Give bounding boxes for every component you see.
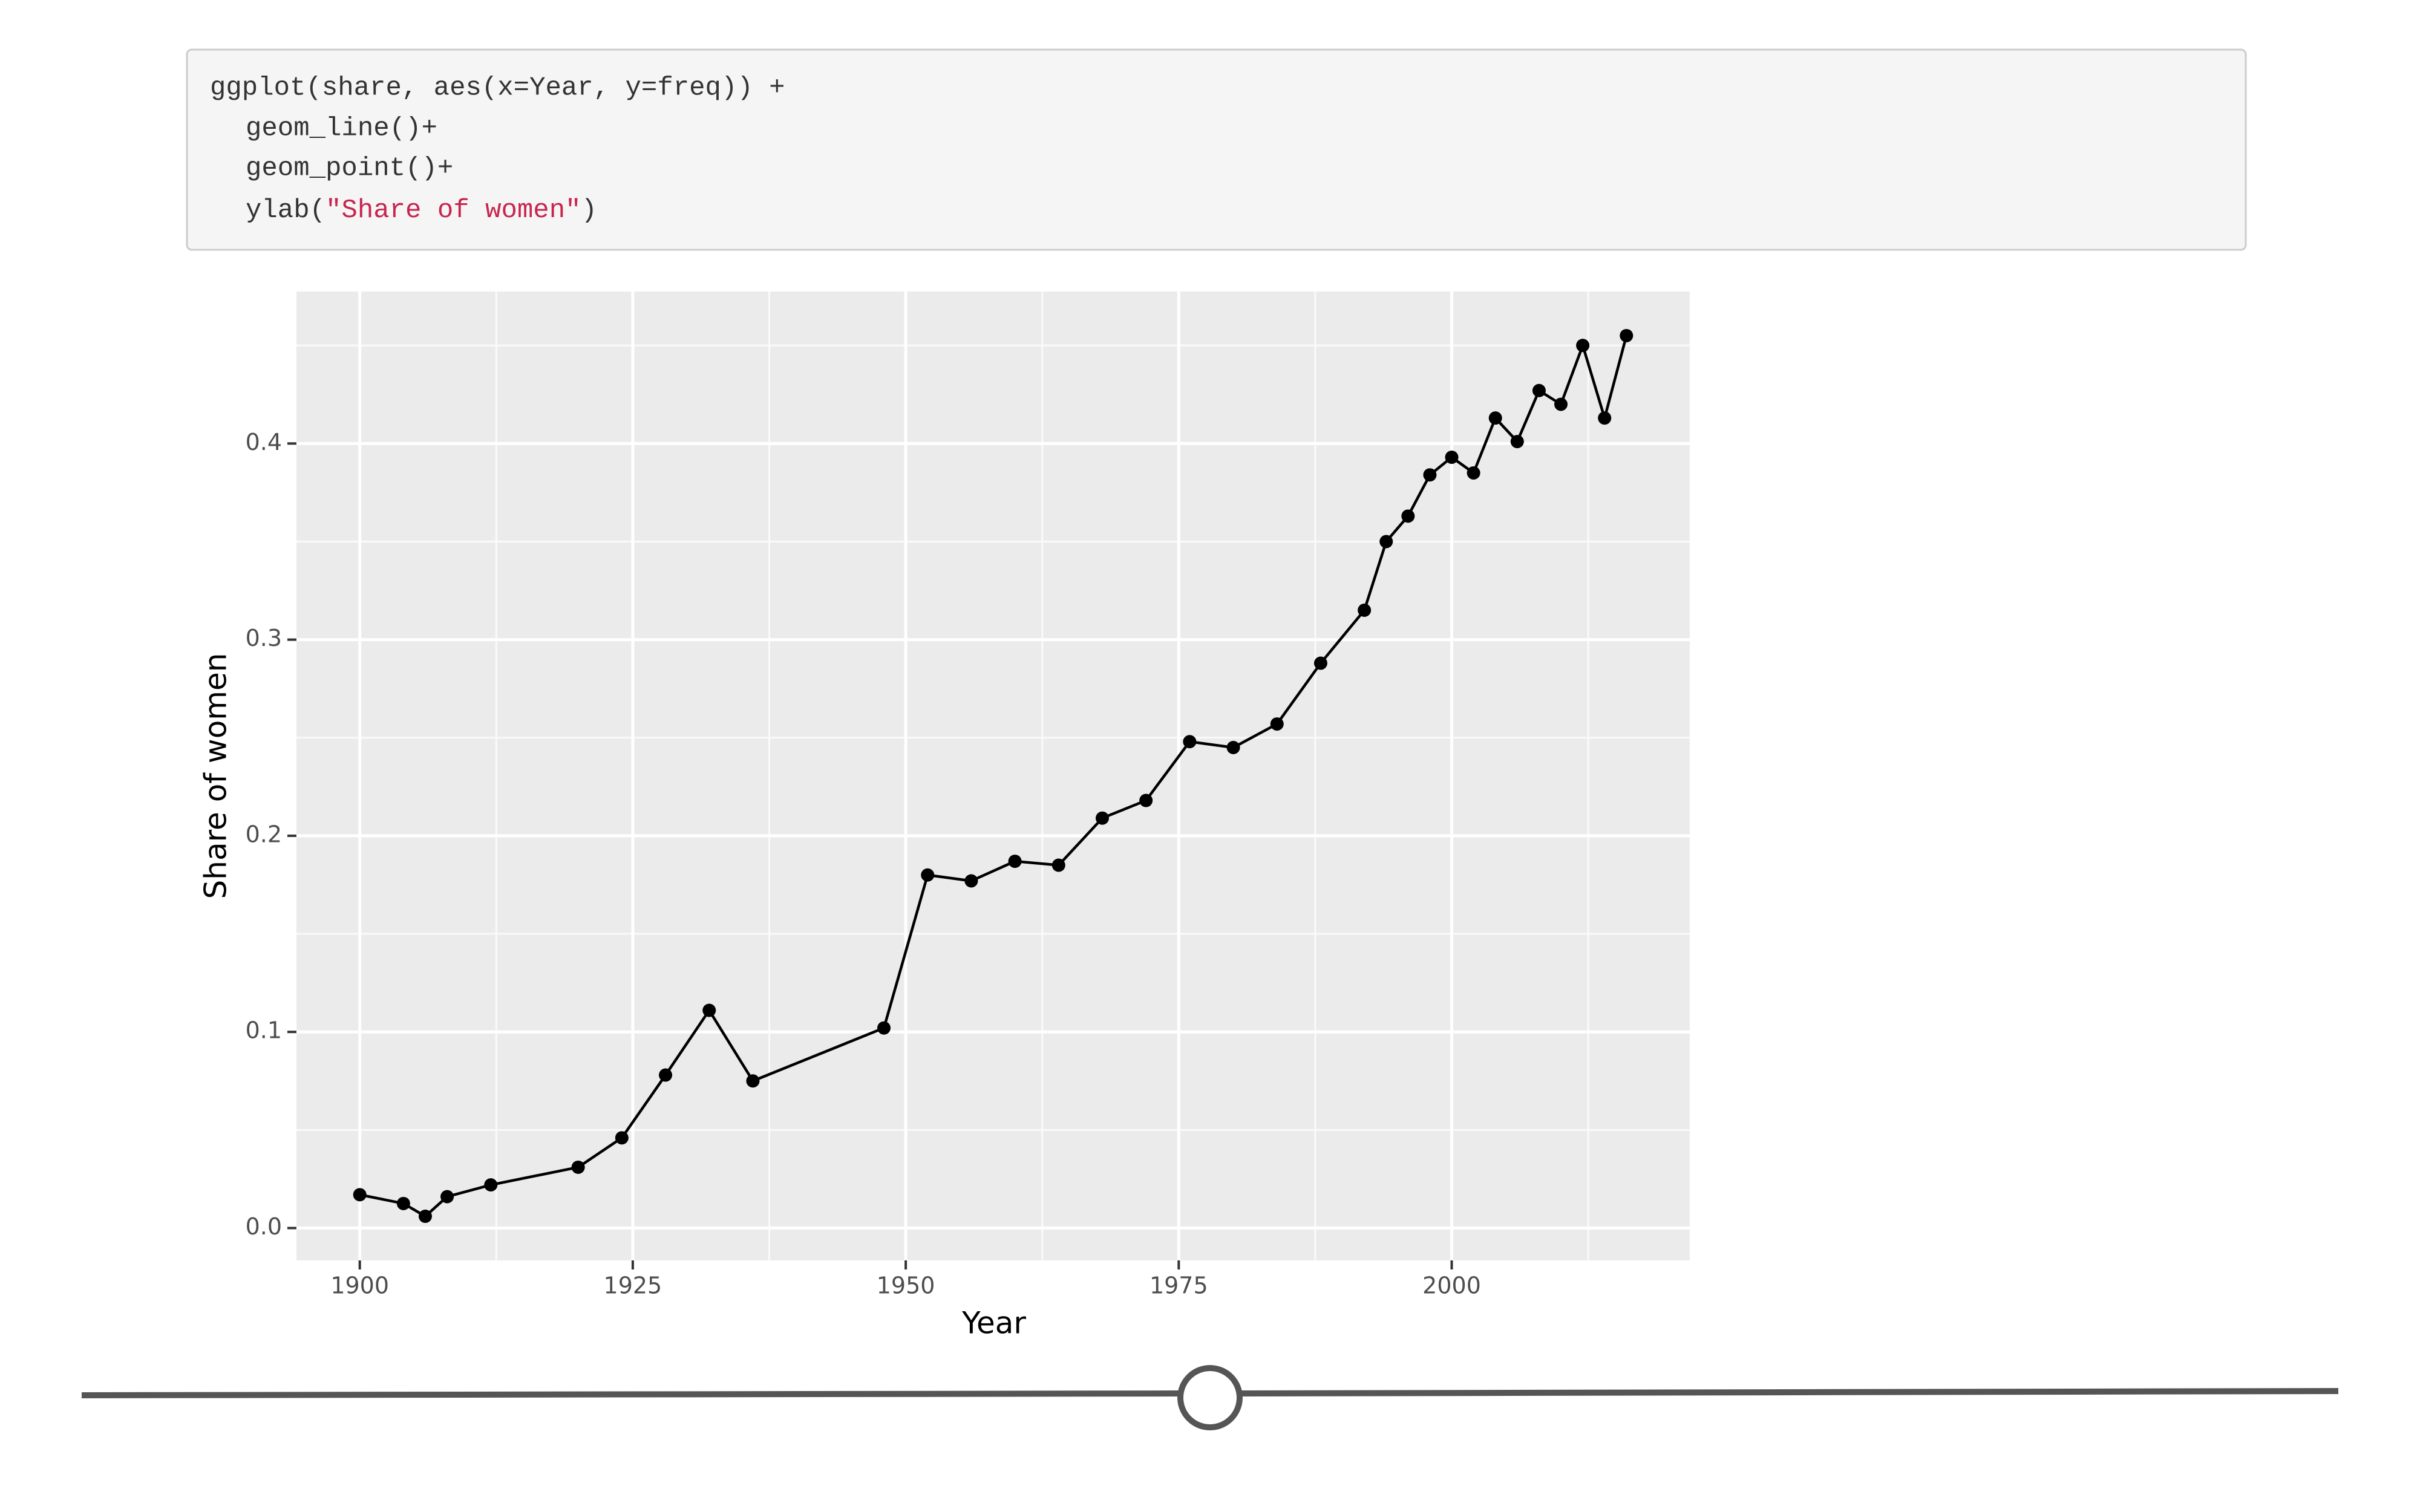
x-tick-label: 1950	[877, 1272, 935, 1299]
data-point	[877, 1021, 891, 1035]
data-point	[1095, 811, 1109, 825]
data-point	[1488, 411, 1502, 425]
data-point	[571, 1160, 585, 1174]
slider-track[interactable]	[81, 1390, 1180, 1398]
data-point	[440, 1190, 454, 1204]
x-tick-label: 1975	[1150, 1272, 1208, 1299]
data-point	[1270, 717, 1284, 731]
data-point	[1467, 466, 1480, 480]
code-line: ylab("Share of women")	[246, 195, 597, 226]
data-point	[1445, 451, 1459, 464]
chart: 0.0 0.1 0.2 0.3 0.4 1900 1925 1950 1975 2000	[246, 292, 1690, 1299]
data-point	[746, 1074, 760, 1088]
data-point	[396, 1196, 410, 1210]
data-point	[1576, 339, 1590, 353]
y-tick-label: 0.3	[246, 625, 282, 651]
y-tick-label: 0.2	[246, 821, 282, 847]
code-string: "Share of women"	[325, 195, 581, 226]
data-point	[1051, 858, 1065, 872]
y-axis-title: Share of women	[198, 653, 234, 899]
data-point	[702, 1003, 716, 1017]
data-point	[1139, 793, 1153, 807]
data-point	[1313, 656, 1327, 670]
y-tick-label: 0.1	[246, 1017, 282, 1044]
data-point	[659, 1068, 673, 1082]
data-point	[1598, 411, 1612, 425]
data-point	[1423, 468, 1437, 482]
data-point	[615, 1131, 629, 1145]
y-tick-label: 0.4	[246, 429, 282, 455]
data-point	[353, 1188, 367, 1202]
data-point	[1532, 383, 1546, 397]
code-line: ggplot(share, aes(x=Year, y=freq)) +	[210, 73, 785, 103]
code-line: geom_point()+	[246, 154, 453, 184]
data-point	[1379, 535, 1393, 549]
slider-handle[interactable]	[1177, 1365, 1243, 1430]
x-tick-label: 2000	[1422, 1272, 1481, 1299]
data-point	[1183, 735, 1197, 749]
data-point	[1554, 397, 1568, 411]
plot-panel	[296, 292, 1690, 1260]
data-point	[1226, 740, 1240, 754]
code-token: )	[581, 195, 597, 226]
data-point	[1510, 435, 1524, 449]
data-point	[418, 1210, 432, 1224]
data-point	[1358, 603, 1372, 617]
data-point	[1008, 855, 1022, 868]
data-line	[359, 335, 1628, 1218]
slider-track[interactable]	[1241, 1388, 2339, 1396]
data-point	[484, 1178, 498, 1192]
data-point	[964, 874, 978, 888]
code-token: ylab(	[246, 195, 325, 226]
code-line: geom_line()+	[246, 114, 437, 144]
x-tick-label: 1900	[330, 1272, 389, 1299]
x-axis-title: Year	[961, 1306, 1026, 1341]
x-tick-label: 1925	[604, 1272, 662, 1299]
y-tick-label: 0.0	[246, 1213, 282, 1240]
data-point	[1401, 509, 1415, 523]
code-block	[186, 48, 2247, 251]
data-point	[1620, 328, 1634, 342]
data-point	[921, 868, 935, 882]
